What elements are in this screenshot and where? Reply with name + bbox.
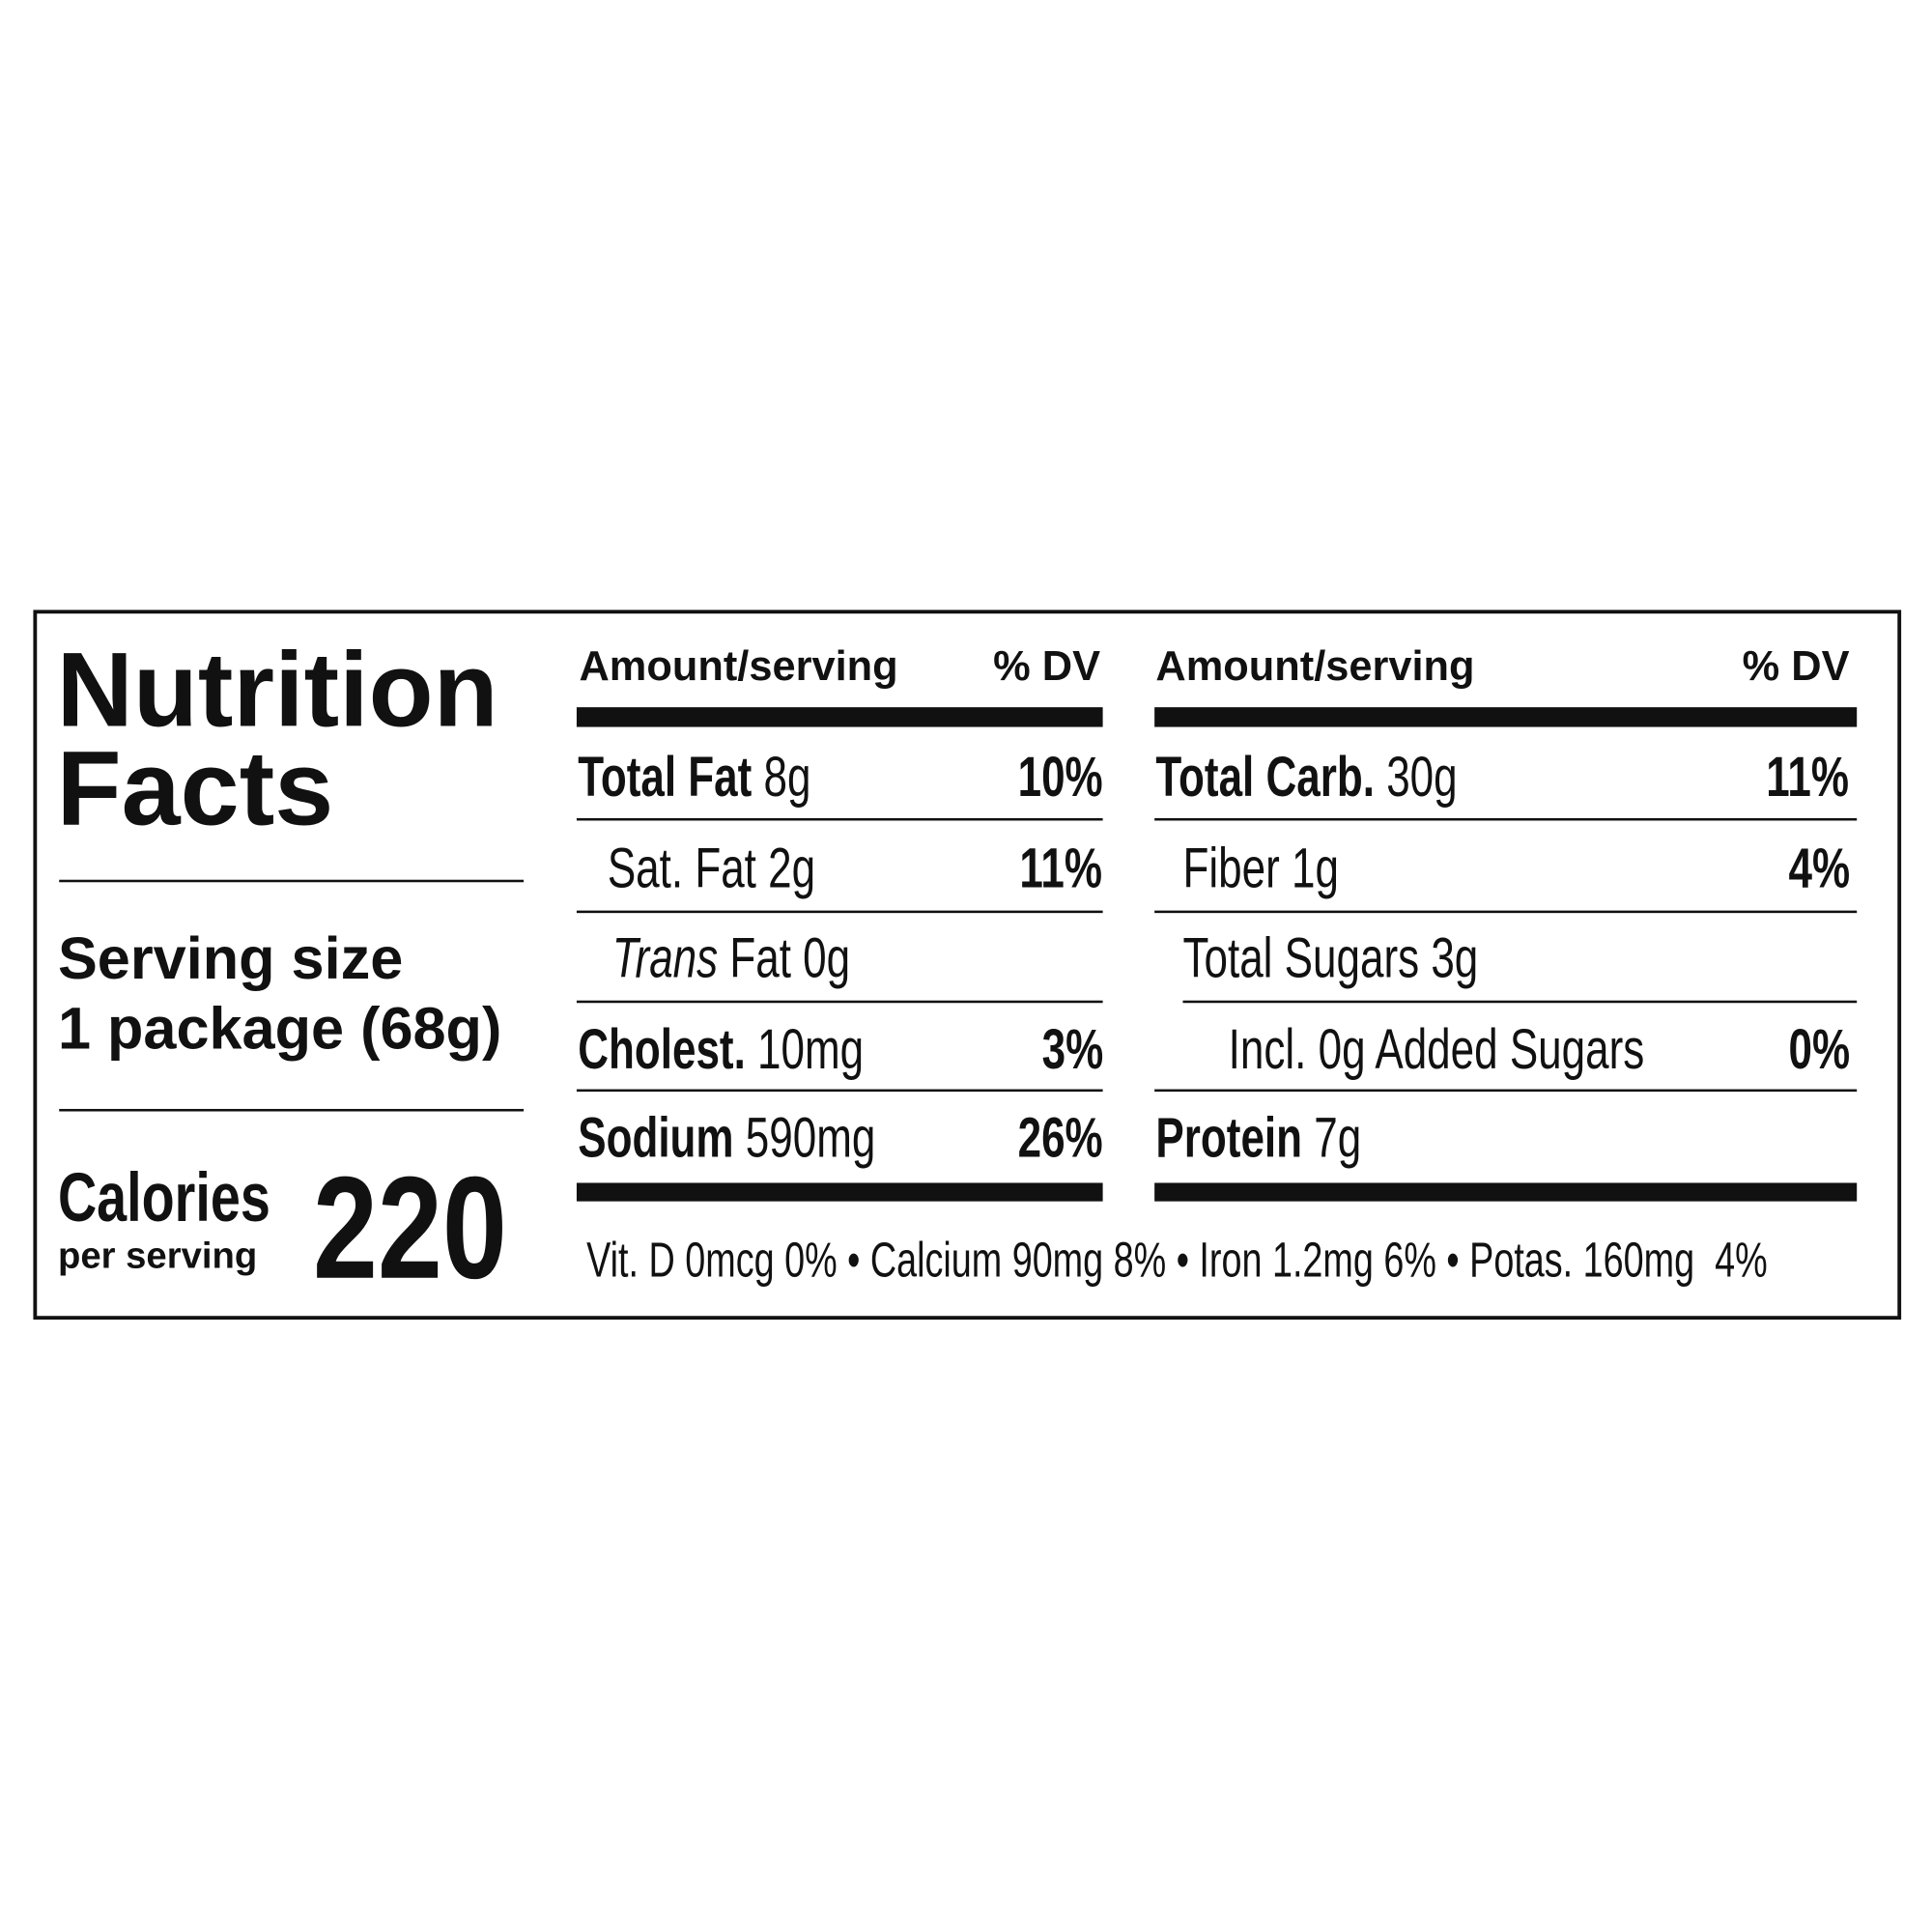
nutrient-dv: 11% (1019, 835, 1103, 900)
nutrient-name: Cholest. (578, 1016, 746, 1081)
nutrient-name: Fiber 1g (1182, 835, 1339, 900)
divider (1154, 910, 1858, 914)
divider (59, 1108, 525, 1112)
title: Nutrition Facts (56, 631, 498, 848)
nutrient-name-italic: Trans (611, 924, 719, 990)
divider (576, 817, 1103, 821)
nutrient-dv: 0% (1787, 1016, 1850, 1081)
nutrient-dv: 26% (1017, 1105, 1103, 1170)
nutrient-amount: 590mg (745, 1105, 876, 1170)
nutrient-name: Total Carb. (1155, 744, 1375, 809)
nutrient-name: Fat 0g (729, 924, 851, 990)
divider (576, 910, 1103, 914)
footer-item: Calcium 90mg 8% (869, 1233, 1167, 1288)
nutrient-dv: 3% (1040, 1016, 1103, 1081)
footer: Vit. D 0mcg 0% • Calcium 90mg 8% • Iron … (586, 1233, 1768, 1288)
nutrient-amount: 30g (1386, 744, 1458, 809)
thick-rule (576, 707, 1103, 727)
calories-sublabel: per serving (57, 1236, 258, 1277)
footer-item: Vit. D 0mcg 0% (586, 1233, 838, 1288)
nutrient-name: Protein (1155, 1105, 1303, 1170)
header-dv: % DV (993, 642, 1101, 691)
calories-value: 220 (312, 1147, 507, 1310)
nutrient-dv: 10% (1017, 744, 1103, 809)
thick-rule (1154, 1182, 1858, 1202)
serving-label: Serving size (57, 926, 404, 992)
divider (1182, 1000, 1858, 1004)
nutrient-name: Total Sugars 3g (1182, 924, 1479, 990)
label-border (33, 610, 1902, 1321)
nutrient-amount: 8g (763, 744, 811, 809)
thick-rule (1154, 707, 1858, 727)
divider (1154, 817, 1858, 821)
nutrient-amount: 10mg (757, 1016, 865, 1081)
nutrient-amount: 7g (1314, 1105, 1362, 1170)
footer-item: Potas. 160mg 4% (1469, 1233, 1768, 1288)
footer-item: Iron 1.2mg 6% (1199, 1233, 1436, 1288)
header-dv: % DV (1742, 642, 1850, 691)
thick-rule (576, 1182, 1103, 1202)
divider (576, 1000, 1103, 1004)
calories-label: Calories (57, 1157, 270, 1236)
divider (1154, 1089, 1858, 1093)
nutrient-name: Sat. Fat 2g (607, 835, 816, 900)
nutrient-dv: 11% (1766, 744, 1850, 809)
header-amount: Amount/serving (579, 642, 898, 691)
nutrient-dv: 4% (1787, 835, 1850, 900)
nutrient-name: Incl. 0g Added Sugars (1228, 1016, 1645, 1081)
divider (576, 1089, 1103, 1093)
divider (59, 879, 525, 883)
serving-value: 1 package (68g) (57, 996, 502, 1063)
header-amount: Amount/serving (1155, 642, 1475, 691)
nutrient-name: Total Fat (578, 744, 753, 809)
nutrient-name: Sodium (578, 1105, 734, 1170)
